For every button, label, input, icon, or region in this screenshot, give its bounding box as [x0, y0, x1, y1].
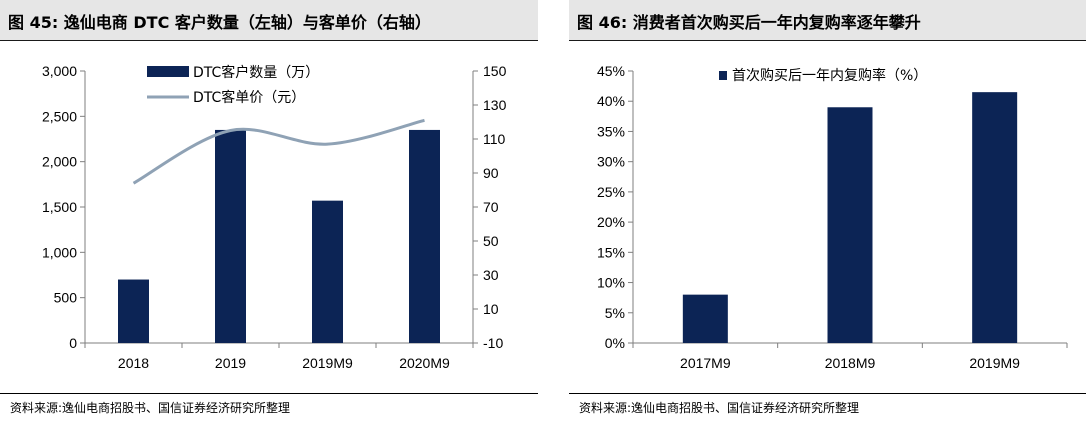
y-tick-label: 40% [597, 93, 625, 109]
y-tick-label: 15% [597, 244, 625, 260]
bar-dtc-customers [215, 129, 246, 343]
y-tick-label-left: 3,000 [42, 63, 77, 79]
x-tick-label: 2019M9 [302, 355, 353, 371]
chart-title: 图 46: 消费者首次购买后一年内复购率逐年攀升 [577, 13, 921, 32]
y-tick-label-left: 0 [69, 335, 77, 351]
legend-label-bar: DTC客户数量（万） [193, 64, 319, 81]
bar-dtc-customers [118, 279, 149, 343]
source-divider [569, 393, 1086, 394]
y-tick-label-right: 50 [483, 233, 499, 249]
y-tick-label: 0% [605, 335, 625, 351]
y-tick-label-left: 2,500 [42, 108, 77, 124]
y-tick-label: 10% [597, 275, 625, 291]
y-tick-label-left: 2,000 [42, 154, 77, 170]
y-tick-label-right: 150 [483, 63, 507, 79]
x-tick-label: 2020M9 [399, 355, 450, 371]
x-tick-label: 2017M9 [680, 355, 731, 371]
dtc-customers-chart: 0 500 1,000 1,500 2,000 2,500 3,000 -10 10 30 50 70… [42, 63, 507, 371]
y-tick-label-right: 130 [483, 97, 507, 113]
x-tick-label: 2019M9 [969, 355, 1020, 371]
chart-title-bar: 图 45: 逸仙电商 DTC 客户数量（左轴）与客单价（右轴） [0, 0, 538, 41]
y-tick-label-left: 1,500 [42, 199, 77, 215]
chart-source: 资料来源:逸仙电商招股书、国信证券经济研究所整理 [579, 401, 860, 415]
repurchase-rate-chart: 0% 5% 10% 15% 20% 25% 30% 35% 40% 45% 2017M9 2018M9… [597, 63, 1068, 371]
y-tick-label: 5% [605, 305, 625, 321]
y-tick-label-right: 110 [483, 131, 506, 147]
chart-title: 图 45: 逸仙电商 DTC 客户数量（左轴）与客单价（右轴） [8, 13, 431, 32]
source-divider [0, 393, 538, 394]
y-tick-label-left: 1,000 [42, 244, 77, 260]
line-dtc-order-value [132, 118, 425, 185]
bar-repurchase-rate [682, 294, 728, 343]
bar-repurchase-rate [972, 92, 1018, 344]
bar-repurchase-rate [827, 107, 873, 344]
y-tick-label: 45% [597, 63, 625, 79]
y-tick-label: 35% [597, 123, 625, 139]
chart-panel-dtc-customers: 图 45: 逸仙电商 DTC 客户数量（左轴）与客单价（右轴） 0 500 1,00… [0, 0, 538, 421]
y-tick-label-right: -10 [483, 335, 503, 351]
y-tick-label-right: 30 [483, 267, 499, 283]
legend-swatch-bar [719, 71, 727, 80]
legend-label-bar: 首次购买后一年内复购率（%） [732, 67, 927, 84]
chart-title-bar: 图 46: 消费者首次购买后一年内复购率逐年攀升 [569, 0, 1086, 41]
bar-dtc-customers [409, 129, 440, 343]
legend-label-line: DTC客单价（元） [193, 89, 305, 106]
x-tick-label: 2018 [118, 355, 149, 371]
legend-swatch-bar [147, 66, 189, 77]
y-tick-label: 20% [597, 214, 625, 230]
y-tick-label: 25% [597, 184, 625, 200]
y-tick-label-right: 10 [483, 301, 499, 317]
x-tick-label: 2018M9 [825, 355, 876, 371]
bar-dtc-customers [312, 200, 343, 343]
y-tick-label-right: 70 [483, 199, 499, 215]
y-tick-label-left: 500 [54, 290, 78, 306]
chart-source: 资料来源:逸仙电商招股书、国信证券经济研究所整理 [10, 401, 291, 415]
x-tick-label: 2019 [215, 355, 246, 371]
y-tick-label-right: 90 [483, 165, 499, 181]
chart-panel-repurchase-rate: 图 46: 消费者首次购买后一年内复购率逐年攀升 0% 5% 10% 15% 20% 25… [569, 0, 1086, 421]
y-tick-label: 30% [597, 154, 625, 170]
